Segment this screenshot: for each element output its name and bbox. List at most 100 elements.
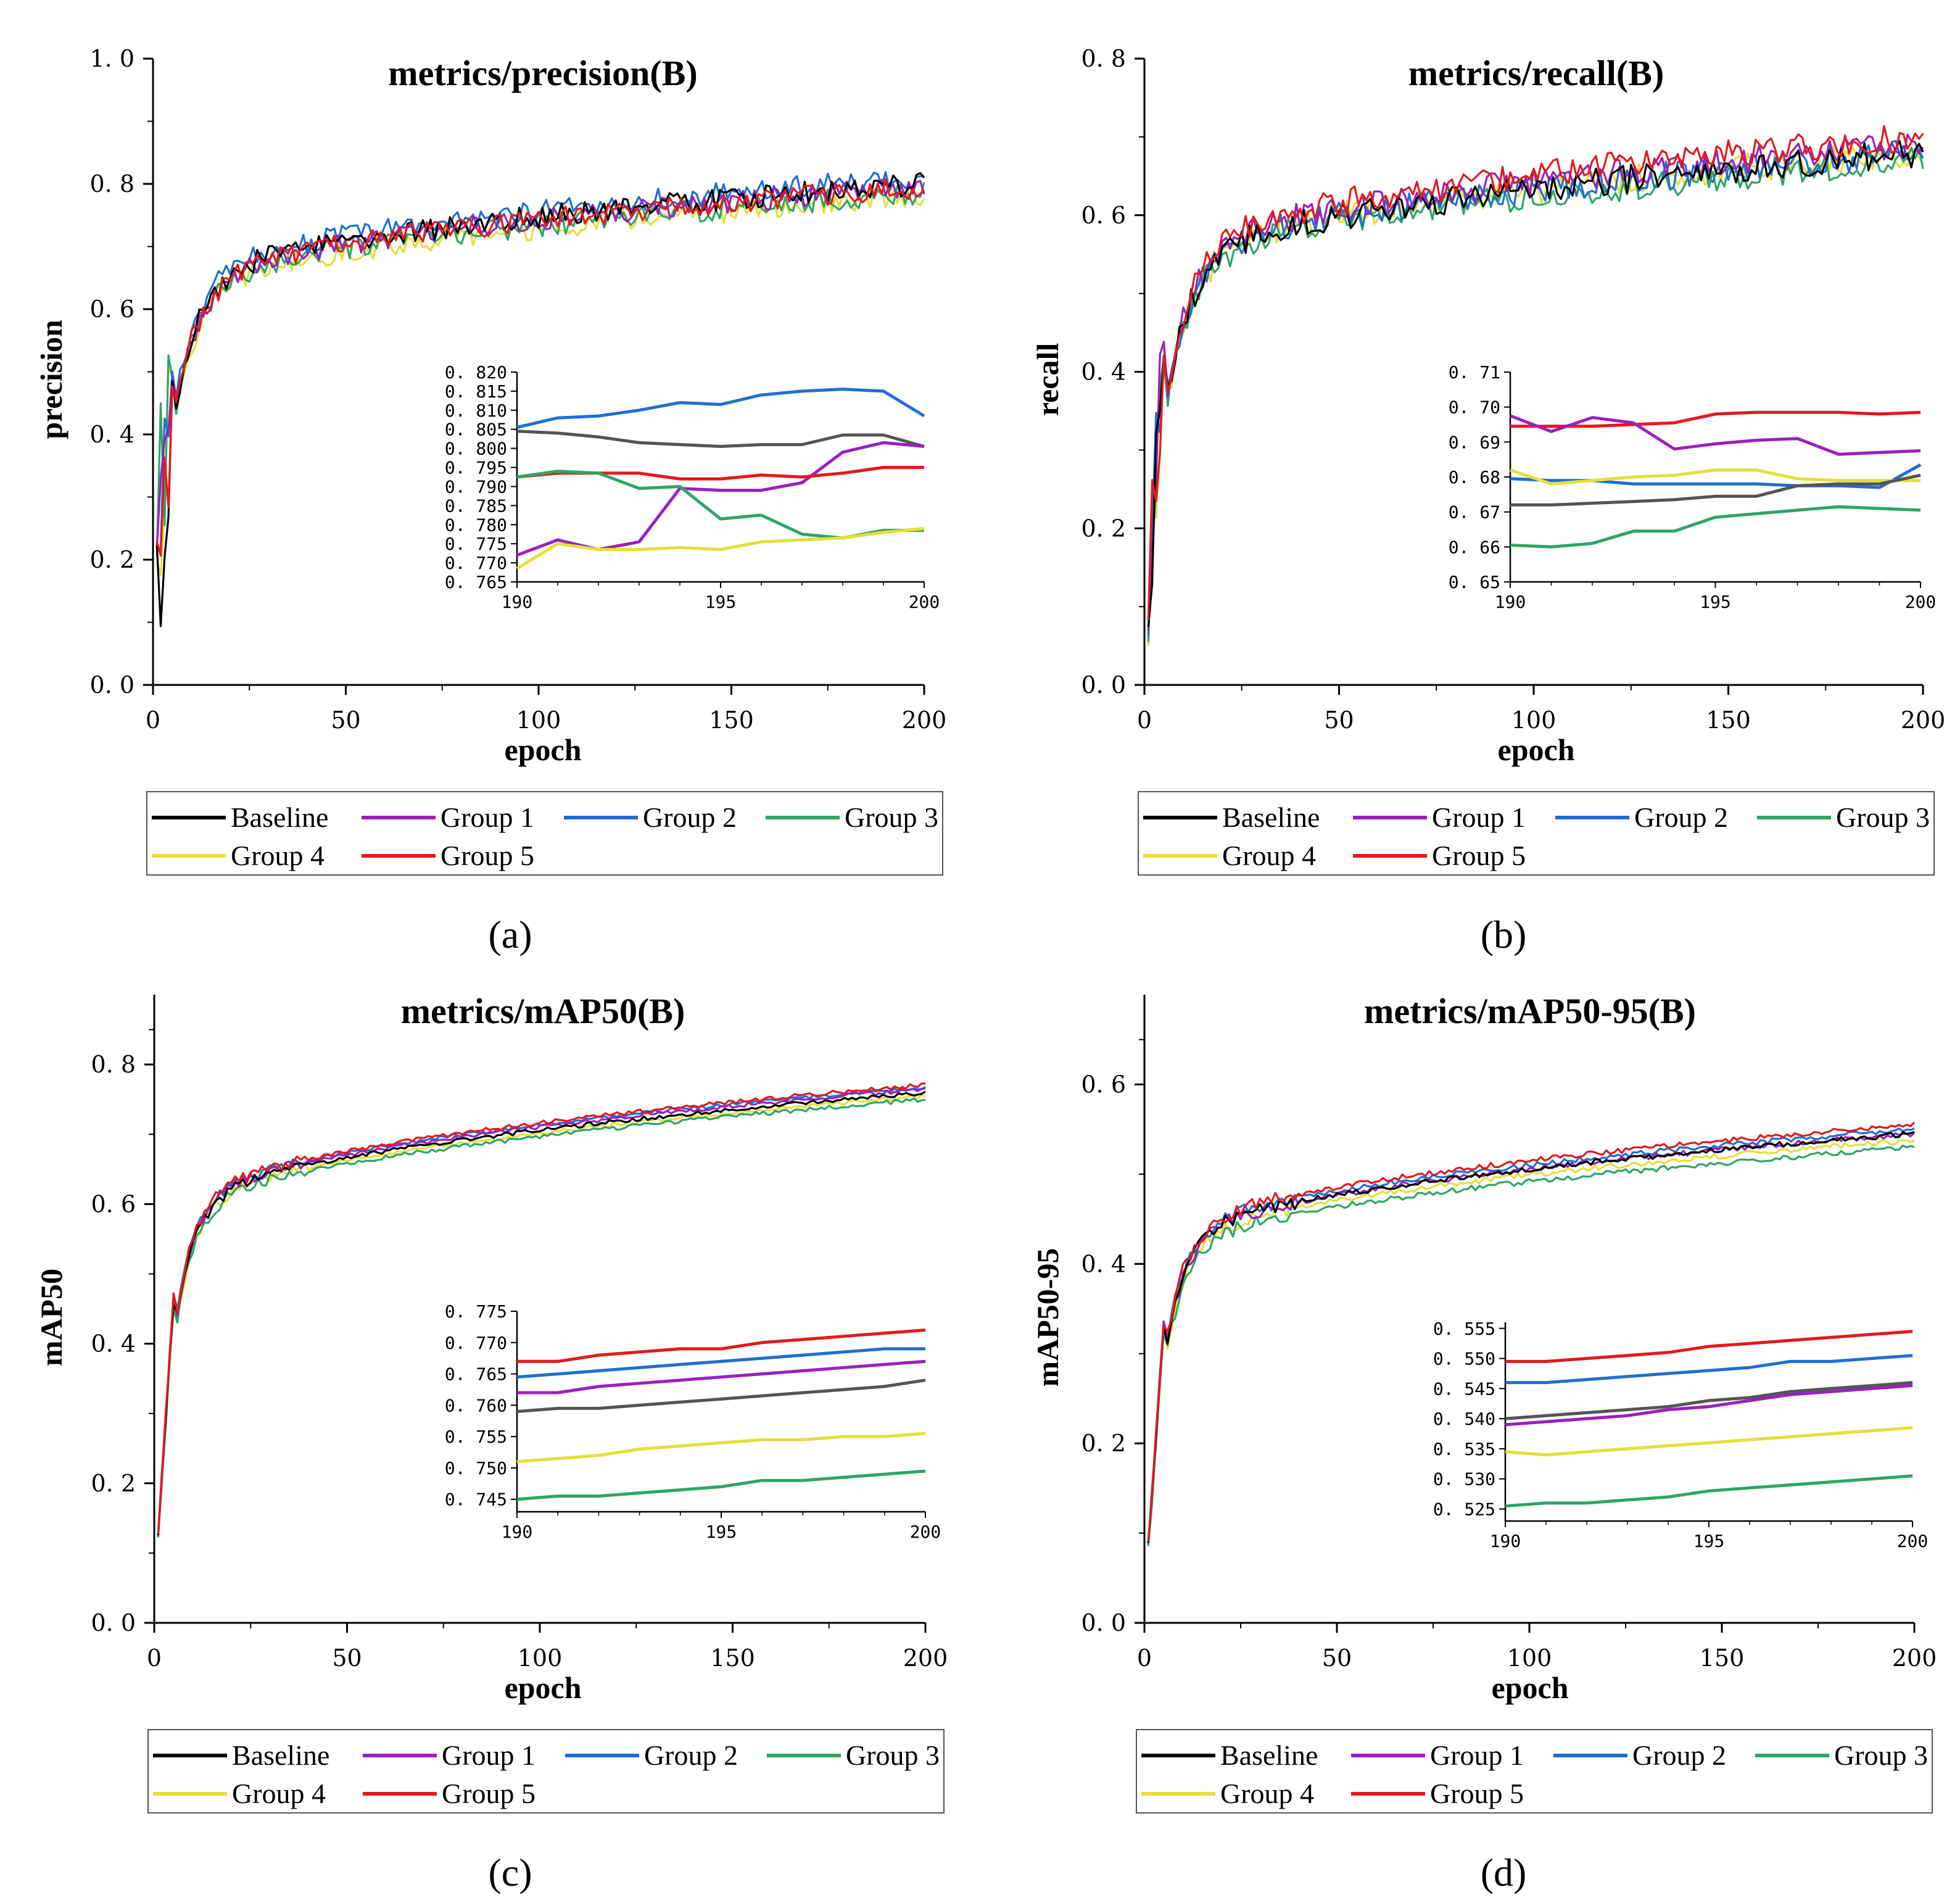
inset-y-tick-label: 0. 810 <box>445 400 507 421</box>
inset-y-tick-label: 0. 765 <box>445 572 507 592</box>
series-line-group-5 <box>155 178 925 557</box>
inset-x-tick-label: 195 <box>1700 592 1731 612</box>
legend-item: Group 1 <box>363 1739 535 1771</box>
inset-zoom-chart: 190 195 200 0. 745 0. 750 0. 755 0. 760 0. 765 0… <box>445 1299 941 1543</box>
series-line-group-3 <box>1147 1144 1915 1546</box>
inset-zoom-chart: 190 195 200 0. 65 0. 66 0. 67 0. 68 0. 69 0. 70 0… <box>1449 360 1936 613</box>
y-tick-label: 0. 0 <box>89 671 134 699</box>
series-line-baseline <box>157 1090 926 1536</box>
legend-item: Group 3 <box>1757 802 1930 833</box>
inset-y-tick-label: 0. 815 <box>445 381 507 402</box>
x-tick-label: 100 <box>1511 707 1557 734</box>
legend: Baseline Group 1 Group 2 Group 3 Group 4 Grou… <box>147 1729 945 1814</box>
inset-y-tick-label: 0. 69 <box>1449 432 1500 452</box>
y-tick-label: 0. 6 <box>1081 202 1126 229</box>
x-tick-label: 0 <box>1137 707 1152 734</box>
inset-series-line-group-3 <box>1505 1474 1913 1508</box>
y-tick-label: 0. 4 <box>1081 359 1126 386</box>
panel-label: (a) <box>488 913 532 956</box>
y-tick-label: 0. 2 <box>91 1470 136 1497</box>
inset-background <box>480 360 937 613</box>
inset-y-tick-label: 0. 790 <box>445 476 507 497</box>
inset-y-tick-label: 0. 795 <box>445 458 507 478</box>
inset-series-line-group-4 <box>1505 1426 1913 1457</box>
legend-label: Group 4 <box>1220 1778 1314 1809</box>
legend-item: Group 5 <box>362 840 534 871</box>
inset-series-line-baseline <box>516 429 925 448</box>
legend-label: Group 1 <box>440 802 534 833</box>
legend-label: Group 3 <box>1836 802 1930 833</box>
x-axis-label: epoch <box>1498 732 1575 767</box>
x-tick-label: 150 <box>709 707 754 734</box>
legend-item: Group 4 <box>152 840 325 871</box>
y-tick-label: 0. 8 <box>89 170 134 197</box>
legend-item: Baseline <box>152 802 328 833</box>
legend-box <box>1138 791 1935 876</box>
inset-series-line-group-1 <box>1505 1384 1913 1427</box>
x-axis-label: epoch <box>505 1670 582 1705</box>
y-tick-label: 0. 4 <box>89 421 134 448</box>
y-tick-label: 0. 2 <box>1081 515 1126 542</box>
inset-y-tick-label: 0. 535 <box>1433 1439 1495 1459</box>
legend-item: Group 5 <box>1351 1778 1524 1809</box>
legend-item: Group 5 <box>1353 840 1526 871</box>
series-line-baseline <box>1147 139 1924 628</box>
inset-y-tick-label: 0. 66 <box>1449 537 1500 557</box>
x-tick-label: 50 <box>1322 1644 1352 1672</box>
panel-a-precision: metrics/precision(B) epoch precision (a)… <box>34 45 946 956</box>
legend-box <box>1136 1729 1933 1814</box>
series-line-baseline <box>1147 1130 1915 1543</box>
inset-x-tick-label: 190 <box>502 1522 533 1542</box>
x-axis-label: epoch <box>1492 1670 1569 1705</box>
y-tick-label: 1. 0 <box>89 45 134 72</box>
x-tick-label: 100 <box>1507 1644 1552 1672</box>
y-tick-label: 0. 8 <box>1081 45 1126 72</box>
legend-item: Baseline <box>1141 1739 1318 1771</box>
panel-d-map50-95: metrics/mAP50-95(B) epoch mAP50-95 (d) B… <box>1030 991 1937 1894</box>
panel-b-recall: metrics/recall(B) epoch recall (b) Basel… <box>1030 45 1945 956</box>
legend-item: Group 4 <box>1141 1778 1314 1809</box>
inset-background <box>480 1299 938 1543</box>
legend-box <box>147 1729 945 1814</box>
inset-x-tick-label: 195 <box>706 1522 737 1542</box>
legend-item: Group 3 <box>1755 1739 1928 1771</box>
main-axes: 0 50 100 150 200 0. 0 0. 2 0. 4 0. 6 0. 8 <box>91 995 948 1672</box>
inset-y-tick-label: 0. 755 <box>445 1427 507 1447</box>
legend-item: Group 3 <box>766 802 938 833</box>
inset-series-line-group-3 <box>516 1469 926 1501</box>
x-tick-label: 100 <box>518 1644 563 1672</box>
inset-series-line-group-5 <box>517 1329 926 1363</box>
inset-y-tick-label: 0. 800 <box>445 439 507 459</box>
inset-y-tick-label: 0. 785 <box>445 495 507 516</box>
inset-y-tick-label: 0. 71 <box>1449 362 1500 383</box>
y-tick-label: 0. 4 <box>1081 1250 1126 1277</box>
legend: Baseline Group 1 Group 2 Group 3 Group 4 Grou… <box>146 791 943 876</box>
legend-label: Group 1 <box>1430 1739 1524 1771</box>
inset-x-tick-label: 200 <box>909 592 940 612</box>
legend-label: Group 5 <box>1430 1778 1524 1809</box>
legend-item: Group 2 <box>564 802 737 833</box>
legend-label: Group 2 <box>1634 802 1728 833</box>
legend-label: Group 2 <box>644 1739 738 1771</box>
inset-y-tick-label: 0. 805 <box>445 420 507 440</box>
legend-item: Group 2 <box>1553 1739 1726 1771</box>
inset-y-tick-label: 0. 550 <box>1433 1349 1495 1369</box>
inset-series-line-group-5 <box>1510 410 1921 428</box>
inset-y-tick-label: 0. 540 <box>1433 1409 1495 1429</box>
inset-y-tick-label: 0. 555 <box>1433 1319 1495 1339</box>
inset-series-line-group-2 <box>516 388 925 429</box>
x-tick-label: 200 <box>1892 1644 1937 1672</box>
x-tick-label: 50 <box>331 707 360 734</box>
legend: Baseline Group 1 Group 2 Group 3 Group 4 Grou… <box>1136 1729 1933 1814</box>
legend-label: Group 2 <box>643 802 737 833</box>
y-axis-label: mAP50 <box>34 1269 68 1366</box>
inset-y-tick-label: 0. 68 <box>1449 467 1500 487</box>
chart-title: metrics/recall(B) <box>1408 53 1664 93</box>
legend-label: Group 4 <box>231 840 325 871</box>
legend-item: Baseline <box>1143 802 1320 833</box>
inset-y-tick-label: 0. 545 <box>1433 1379 1495 1399</box>
y-tick-label: 0. 2 <box>89 546 134 573</box>
inset-y-tick-label: 0. 530 <box>1433 1469 1495 1490</box>
inset-x-tick-label: 200 <box>1897 1531 1929 1551</box>
